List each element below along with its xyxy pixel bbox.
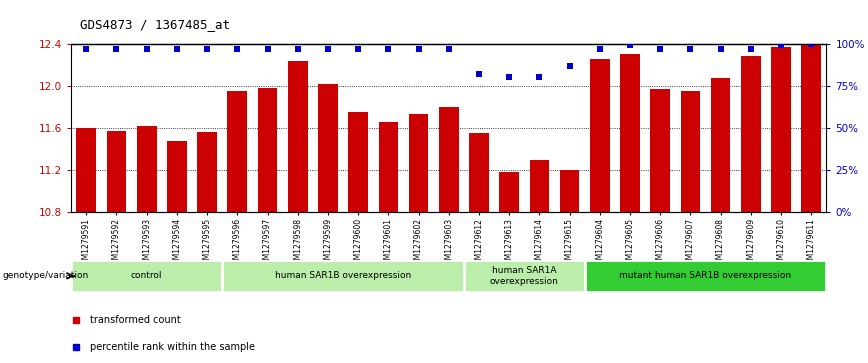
Bar (167, 140, 187, 212)
Bar (681, 91, 700, 212)
Bar (288, 61, 307, 212)
Point (562, 62, 576, 68)
Point (230, 46, 244, 52)
Text: human SAR1A
overexpression: human SAR1A overexpression (490, 266, 559, 286)
Bar (560, 170, 580, 212)
Bar (348, 112, 368, 212)
Bar (771, 47, 791, 212)
Text: GDS4873 / 1367485_at: GDS4873 / 1367485_at (80, 18, 230, 31)
Point (472, 71, 486, 77)
Point (713, 46, 727, 52)
Bar (409, 114, 429, 212)
Bar (378, 122, 398, 212)
Point (140, 46, 154, 52)
Point (744, 46, 758, 52)
Bar (227, 91, 247, 212)
Bar (107, 131, 127, 212)
Point (623, 42, 637, 48)
Bar (76, 128, 96, 212)
Point (442, 46, 456, 52)
Bar (741, 56, 760, 212)
Point (381, 46, 395, 52)
Point (411, 46, 425, 52)
Point (774, 42, 788, 48)
Bar (801, 44, 821, 212)
Text: mutant human SAR1B overexpression: mutant human SAR1B overexpression (620, 272, 792, 280)
Point (291, 46, 305, 52)
Bar (620, 54, 640, 212)
Point (683, 46, 697, 52)
Bar (71, 260, 222, 292)
Bar (590, 60, 609, 212)
Point (352, 46, 365, 52)
Bar (464, 260, 585, 292)
Bar (711, 78, 731, 212)
Bar (318, 83, 338, 212)
Point (654, 46, 667, 52)
Bar (529, 160, 549, 212)
Point (170, 46, 184, 52)
Point (593, 46, 607, 52)
Text: transformed count: transformed count (90, 315, 181, 325)
Bar (222, 260, 464, 292)
Text: percentile rank within the sample: percentile rank within the sample (90, 342, 255, 352)
Point (260, 46, 274, 52)
Point (532, 74, 546, 80)
Point (79, 46, 93, 52)
Point (109, 46, 123, 52)
Text: human SAR1B overexpression: human SAR1B overexpression (275, 272, 411, 280)
Bar (439, 107, 458, 212)
Bar (650, 89, 670, 212)
Text: control: control (131, 272, 162, 280)
Point (503, 74, 516, 80)
Bar (469, 133, 489, 212)
Bar (258, 88, 278, 212)
Point (321, 46, 335, 52)
Point (805, 41, 819, 46)
Bar (137, 126, 156, 212)
Point (201, 46, 214, 52)
Text: genotype/variation: genotype/variation (3, 272, 89, 280)
Bar (585, 260, 826, 292)
Bar (499, 172, 519, 212)
Bar (197, 132, 217, 212)
